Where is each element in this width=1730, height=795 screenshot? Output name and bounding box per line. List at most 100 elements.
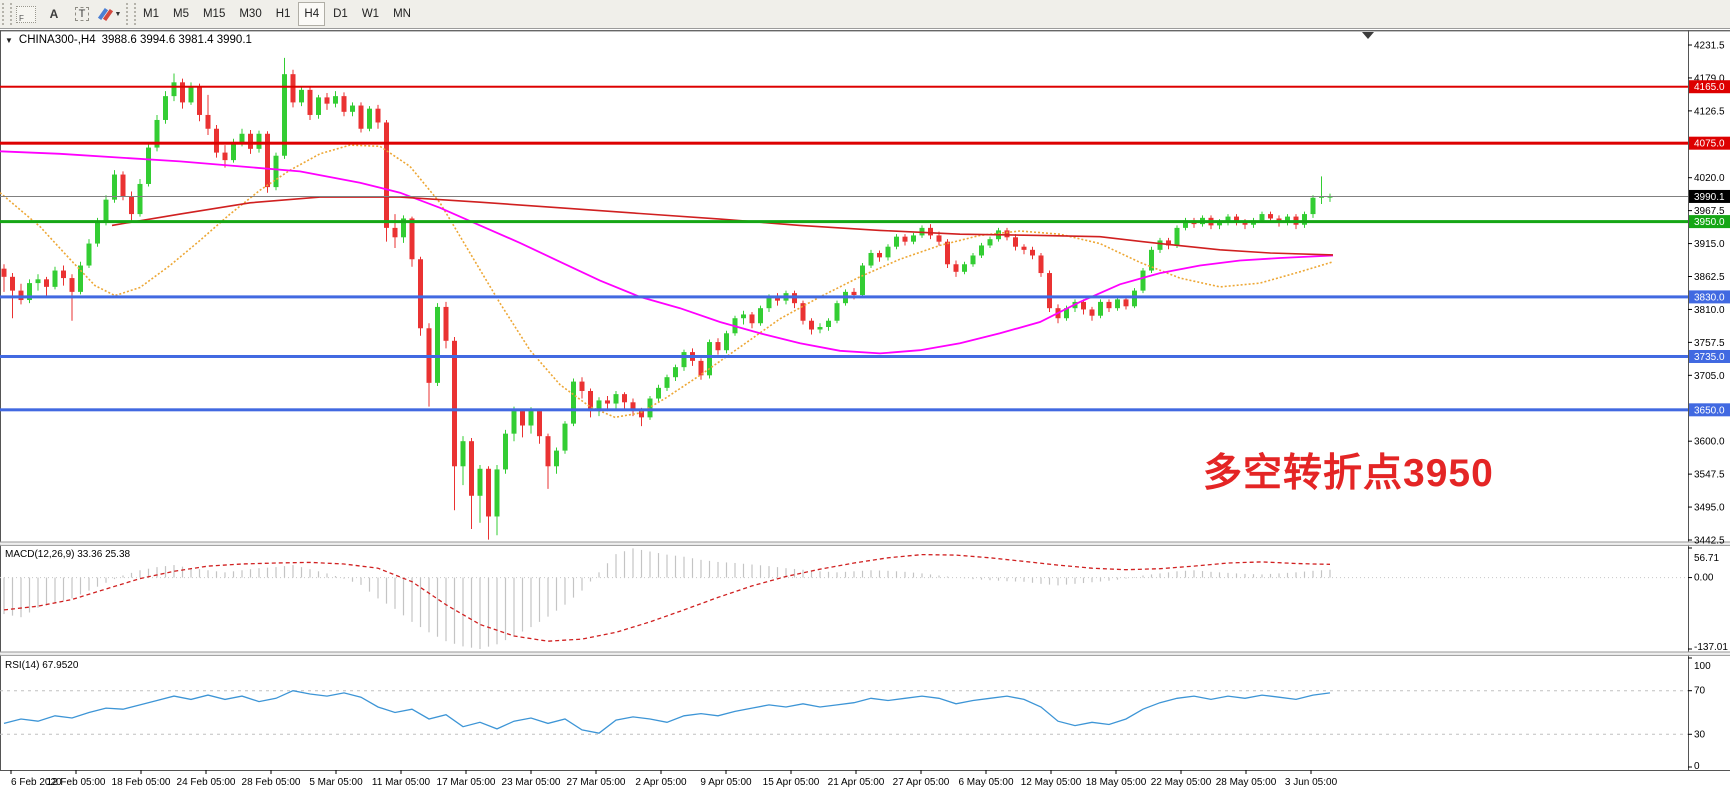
candle	[945, 241, 950, 265]
date-tick-label[interactable]: 11 Mar 05:00	[372, 777, 431, 788]
candle	[299, 89, 304, 103]
candle	[1089, 309, 1095, 316]
timeframe-button-h4[interactable]: H4	[298, 2, 326, 26]
chart-shift-marker-icon[interactable]	[1362, 32, 1374, 39]
pane-separator[interactable]	[0, 651, 1730, 653]
level-line-3650.0[interactable]	[0, 408, 1688, 412]
candle	[834, 303, 840, 321]
candle	[273, 155, 279, 188]
date-tick-label[interactable]: 6 May 05:00	[958, 777, 1013, 788]
chart-plot[interactable]: 4231.5 4179.0 4126.5 4020.0 3967.5 3915.0 3862…	[0, 30, 1730, 795]
candle	[197, 86, 202, 115]
date-tick-label[interactable]: 23 Mar 05:00	[502, 777, 561, 788]
date-tick-label[interactable]: 12 May 05:00	[1021, 777, 1082, 788]
candle	[443, 306, 449, 341]
candle	[503, 433, 508, 470]
text-label-button[interactable]: T	[69, 2, 95, 26]
candle	[52, 270, 58, 287]
price-tick-label: 3600.0	[1694, 437, 1725, 448]
date-tick-label[interactable]: 27 Mar 05:00	[567, 777, 626, 788]
rsi-line	[3, 690, 1331, 734]
pane-separator-mid	[0, 542, 1730, 545]
candle	[1319, 196, 1324, 198]
timeframe-button-m15[interactable]: M15	[202, 8, 226, 20]
candle	[44, 279, 49, 287]
date-tick-label[interactable]: 18 May 05:00	[1086, 777, 1147, 788]
candle	[1259, 214, 1265, 221]
timeframe-button-m5[interactable]: M5	[172, 8, 189, 20]
date-tick-label[interactable]: 3 Jun 05:00	[1285, 777, 1338, 788]
level-line-4075.0[interactable]	[0, 141, 1688, 145]
candle	[715, 342, 721, 351]
price-axis-border	[1688, 30, 1689, 770]
level-line-4165.0[interactable]	[0, 85, 1688, 88]
price-tick-label: 3810.0	[1694, 305, 1725, 316]
level-line-3950.0[interactable]	[0, 220, 1688, 224]
date-tick-label[interactable]: 5 Mar 05:00	[309, 777, 363, 788]
candle	[545, 436, 551, 467]
candle	[962, 264, 967, 272]
candle	[520, 411, 525, 426]
date-tick-label[interactable]: 12 Feb 05:00	[47, 777, 106, 788]
date-tick-label[interactable]: 28 May 05:00	[1216, 777, 1277, 788]
candle	[205, 114, 211, 129]
candle	[639, 411, 644, 418]
candle	[1115, 299, 1120, 309]
symbol-dropdown-icon[interactable]: ▼	[5, 35, 13, 45]
date-tick-label[interactable]: 9 Apr 05:00	[700, 777, 752, 788]
rsi-scale-label: 70	[1694, 686, 1706, 697]
candle	[571, 381, 576, 424]
timeframe-button-d1[interactable]: D1	[333, 8, 348, 20]
price-level-badge	[1689, 189, 1730, 203]
date-tick-label[interactable]: 28 Feb 05:00	[242, 777, 301, 788]
date-tick-label[interactable]: 27 Apr 05:00	[893, 777, 950, 788]
candle	[350, 105, 355, 112]
dock-button[interactable]: F	[13, 2, 39, 26]
candle	[35, 279, 41, 284]
candle	[231, 143, 236, 161]
rsi-scale-label: 100	[1694, 661, 1711, 672]
candle	[1021, 246, 1027, 250]
candle	[1310, 197, 1316, 215]
date-tick-label[interactable]: 6 Feb 2020	[11, 777, 62, 788]
price-level-badge	[1689, 136, 1730, 150]
ma-magenta	[0, 150, 1334, 355]
timeframe-button-m1[interactable]: M1	[143, 8, 159, 20]
candle	[120, 174, 126, 197]
ohlc-values: 3988.6 3994.6 3981.4 3990.1	[101, 34, 252, 46]
candle	[290, 74, 296, 103]
timeframe-button-h1[interactable]: H1	[275, 8, 291, 20]
candle	[979, 245, 984, 256]
main-toolbar: F A T ▼ M1 M5 M15 M30 H1 H4 D1 W1 MN	[0, 0, 1730, 29]
macd-scale-label: 0.00	[1694, 573, 1714, 584]
date-tick-label[interactable]: 17 Mar 05:00	[437, 777, 496, 788]
candle	[452, 340, 457, 467]
date-tick-label[interactable]: 18 Feb 05:00	[112, 777, 171, 788]
date-tick-label[interactable]: 15 Apr 05:00	[763, 777, 820, 788]
candle	[579, 381, 585, 391]
timeframe-button-m30[interactable]: M30	[239, 8, 262, 20]
date-tick-label[interactable]: 24 Feb 05:00	[177, 777, 236, 788]
price-tick-label: 3547.5	[1694, 470, 1725, 481]
level-line-3735.0[interactable]	[0, 354, 1688, 358]
candle	[554, 450, 559, 467]
rsi-scale-label: 30	[1694, 729, 1706, 740]
price-level-badge-label: 3735.0	[1694, 352, 1725, 363]
timeframe-button-mn[interactable]: MN	[393, 8, 411, 20]
date-tick-label[interactable]: 2 Apr 05:00	[635, 777, 687, 788]
timeframe-button-w1[interactable]: W1	[361, 8, 380, 20]
toolbar-separator	[126, 3, 136, 25]
macd-scale-label: -137.01	[1694, 642, 1728, 653]
chart-window[interactable]: 4231.5 4179.0 4126.5 4020.0 3967.5 3915.0 3862…	[0, 30, 1730, 795]
date-tick-label[interactable]: 21 Apr 05:00	[828, 777, 885, 788]
level-line-3830.0[interactable]	[0, 295, 1688, 299]
candle	[1132, 290, 1137, 307]
date-tick-label[interactable]: 22 May 05:00	[1151, 777, 1212, 788]
colors-button[interactable]: ▼	[97, 2, 123, 26]
toolbar-drag-handle[interactable]	[2, 3, 12, 25]
price-level-badge	[1689, 80, 1730, 94]
candle	[154, 119, 160, 148]
pane-separator[interactable]	[0, 541, 1730, 543]
font-button[interactable]: A	[41, 2, 67, 26]
